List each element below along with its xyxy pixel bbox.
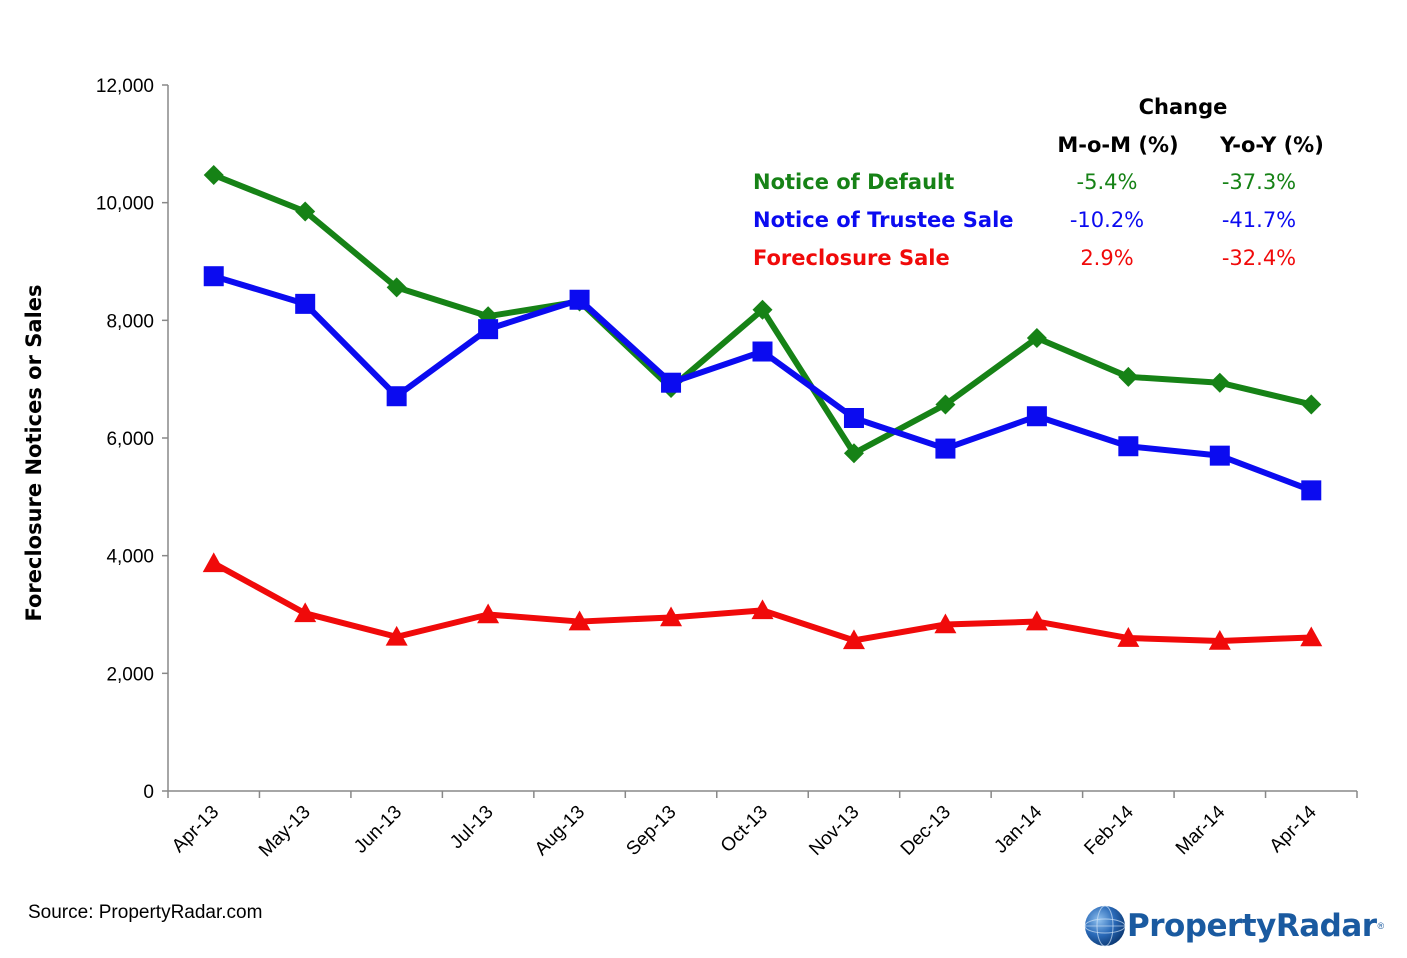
data-point (568, 610, 591, 631)
data-point (1118, 436, 1139, 457)
data-point (935, 394, 956, 415)
data-point (1026, 327, 1047, 348)
x-tick-label: Jun-13 (350, 802, 406, 858)
x-tick-label: Apr-13 (168, 802, 223, 857)
data-point (1209, 445, 1230, 466)
data-point (1209, 372, 1230, 393)
x-tick-label: Feb-14 (1080, 801, 1138, 859)
globe-icon (1084, 905, 1126, 947)
data-point (202, 552, 225, 573)
data-point (935, 438, 956, 459)
source-note: Source: PropertyRadar.com (28, 902, 263, 923)
axes: 0 2,000 4,000 6,000 8,000 10,000 12,000 Apr-13 M… (22, 76, 1358, 862)
y-tick-label: 2,000 (106, 664, 154, 685)
data-point (1118, 366, 1139, 387)
data-point (934, 613, 957, 634)
data-point (1026, 406, 1047, 427)
y-axis-title: Foreclosure Notices or Sales (22, 284, 46, 621)
series-notice-of-trustee-sale (203, 266, 1322, 501)
data-point (842, 629, 865, 650)
x-tick-label: Dec-13 (897, 802, 955, 860)
x-tick-label: Apr-14 (1266, 801, 1321, 856)
change-table-title: Change (1139, 95, 1228, 119)
change-table-mom-value: -10.2% (1070, 208, 1144, 232)
x-tick-label: Aug-13 (531, 802, 589, 860)
y-tick-label: 10,000 (96, 194, 154, 215)
x-tick-label: Jul-13 (446, 802, 497, 853)
data-point (295, 201, 316, 222)
change-table-yoy-value: -32.4% (1222, 246, 1296, 270)
change-table-mom-value: 2.9% (1080, 246, 1133, 270)
change-table-row-name: Notice of Default (753, 170, 954, 194)
x-tick-label: Mar-14 (1172, 801, 1230, 859)
change-table-yoy-value: -41.7% (1222, 208, 1296, 232)
data-point (569, 289, 590, 310)
data-point (477, 603, 500, 624)
data-point (1301, 480, 1322, 501)
data-point (1208, 629, 1231, 650)
data-point (386, 277, 407, 298)
y-tick-label: 0 (143, 782, 154, 803)
data-point (294, 602, 317, 623)
data-point (478, 319, 499, 340)
data-point (843, 407, 864, 428)
x-tick-label: Sep-13 (622, 802, 680, 860)
data-point (1300, 626, 1323, 647)
data-point (1117, 627, 1140, 647)
data-point (751, 599, 774, 620)
data-point (752, 299, 773, 320)
data-point (295, 293, 316, 314)
data-point (386, 386, 407, 407)
series-foreclosure-sale (202, 552, 1323, 650)
y-tick-label: 12,000 (96, 76, 154, 97)
data-point (203, 165, 224, 186)
x-tick-label: May-13 (255, 802, 315, 862)
change-table-mom-value: -5.4% (1077, 170, 1138, 194)
x-tick-label: Jan-14 (990, 801, 1046, 857)
data-point (1301, 394, 1322, 415)
property-radar-logo: PropertyRadar ® (1083, 900, 1384, 952)
data-point (203, 266, 224, 287)
data-point (843, 443, 864, 464)
data-point (1025, 610, 1048, 631)
logo-text: PropertyRadar (1127, 908, 1377, 944)
y-tick-label: 6,000 (106, 429, 154, 450)
change-table-column-header: M-o-M (%) (1057, 133, 1178, 157)
change-table: Change M-o-M (%) Y-o-Y (%) Notice of Defaul… (753, 95, 1324, 270)
change-table-column-header: Y-o-Y (%) (1219, 133, 1324, 157)
x-tick-label: Nov-13 (805, 802, 863, 860)
data-point (661, 372, 682, 393)
y-tick-label: 4,000 (106, 547, 154, 568)
data-point (660, 606, 683, 627)
change-table-yoy-value: -37.3% (1222, 170, 1296, 194)
change-table-row-name: Foreclosure Sale (753, 246, 950, 270)
data-point (385, 625, 408, 646)
data-point (752, 341, 773, 362)
change-table-row-name: Notice of Trustee Sale (753, 208, 1014, 232)
series-layer (202, 165, 1323, 650)
y-tick-label: 8,000 (106, 311, 154, 332)
x-tick-label: Oct-13 (717, 802, 772, 857)
logo-mark: ® (1377, 921, 1385, 931)
